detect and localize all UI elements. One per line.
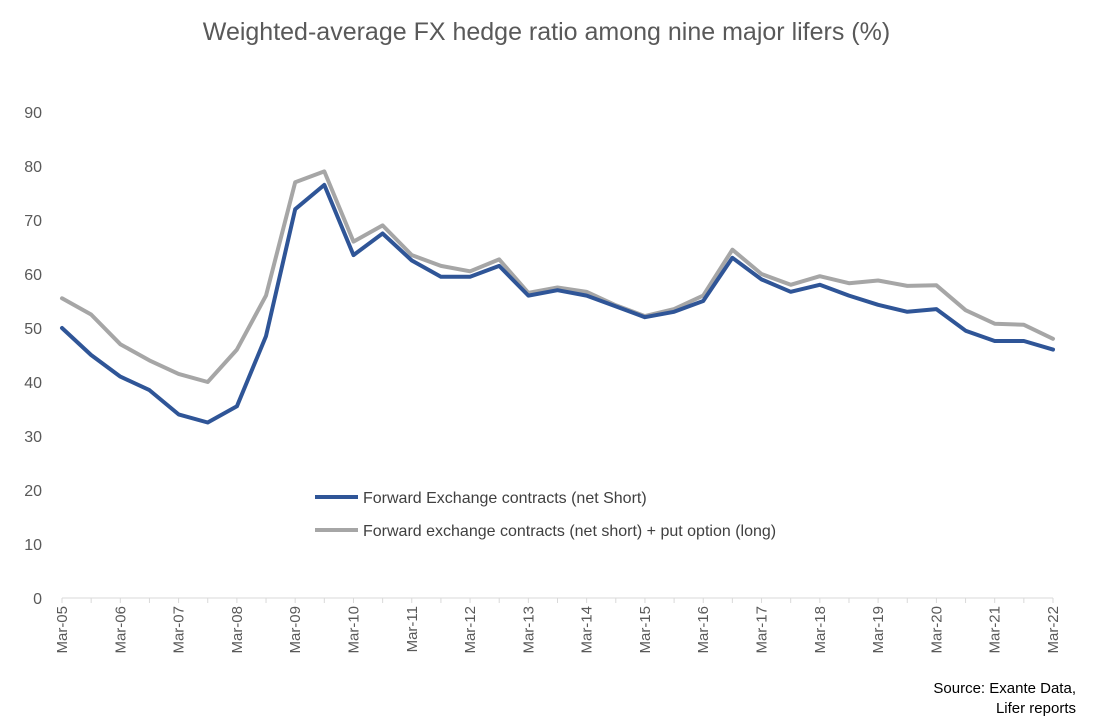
y-tick-label: 20 xyxy=(24,483,42,500)
x-tick-label: Mar-10 xyxy=(345,606,362,654)
legend: Forward Exchange contracts (net Short) Fo… xyxy=(315,490,776,540)
series-line-2 xyxy=(60,169,1055,384)
y-axis: 0 10 20 30 40 50 60 70 80 90 xyxy=(24,105,42,608)
series-line-1 xyxy=(60,182,1055,425)
x-tick-label: Mar-12 xyxy=(462,606,479,654)
y-tick-label: 70 xyxy=(24,213,42,230)
source-line-1: Source: Exante Data, xyxy=(933,680,1076,697)
legend-label-2: Forward exchange contracts (net short) +… xyxy=(363,523,776,540)
y-tick-label: 30 xyxy=(24,429,42,446)
source-note: Source: Exante Data, Lifer reports xyxy=(933,679,1076,719)
x-tick-label: Mar-09 xyxy=(287,606,304,654)
y-tick-label: 80 xyxy=(24,159,42,176)
y-tick-label: 60 xyxy=(24,267,42,284)
legend-label-1: Forward Exchange contracts (net Short) xyxy=(363,490,647,507)
y-tick-label: 10 xyxy=(24,537,42,554)
y-tick-label: 90 xyxy=(24,105,42,122)
x-tick-label: Mar-22 xyxy=(1045,606,1062,654)
x-tick-label: Mar-07 xyxy=(171,606,188,654)
x-tick-label: Mar-18 xyxy=(812,606,829,654)
x-tick-label: Mar-08 xyxy=(229,606,246,654)
x-axis: Mar-05 Mar-06 Mar-07 Mar-08 Mar-09 Mar-10 Mar-… xyxy=(54,597,1062,654)
x-tick-label: Mar-19 xyxy=(870,606,887,654)
source-line-2: Lifer reports xyxy=(995,700,1076,717)
x-tick-label: Mar-15 xyxy=(637,606,654,654)
x-tick-label: Mar-11 xyxy=(404,606,421,652)
x-tick-label: Mar-16 xyxy=(695,606,712,654)
x-tick-label: Mar-14 xyxy=(579,606,596,654)
y-tick-label: 50 xyxy=(24,321,42,338)
x-tick-label: Mar-06 xyxy=(112,606,129,654)
y-tick-label: 40 xyxy=(24,375,42,392)
x-tick-label: Mar-13 xyxy=(520,606,537,654)
series-layer xyxy=(60,169,1055,425)
chart-title: Weighted-average FX hedge ratio among ni… xyxy=(202,18,891,46)
x-tick-label: Mar-20 xyxy=(928,606,945,654)
x-tick-label: Mar-05 xyxy=(54,606,71,654)
x-tick-label: Mar-17 xyxy=(754,606,771,654)
y-tick-label: 0 xyxy=(33,591,42,608)
x-tick-label: Mar-21 xyxy=(987,606,1004,654)
